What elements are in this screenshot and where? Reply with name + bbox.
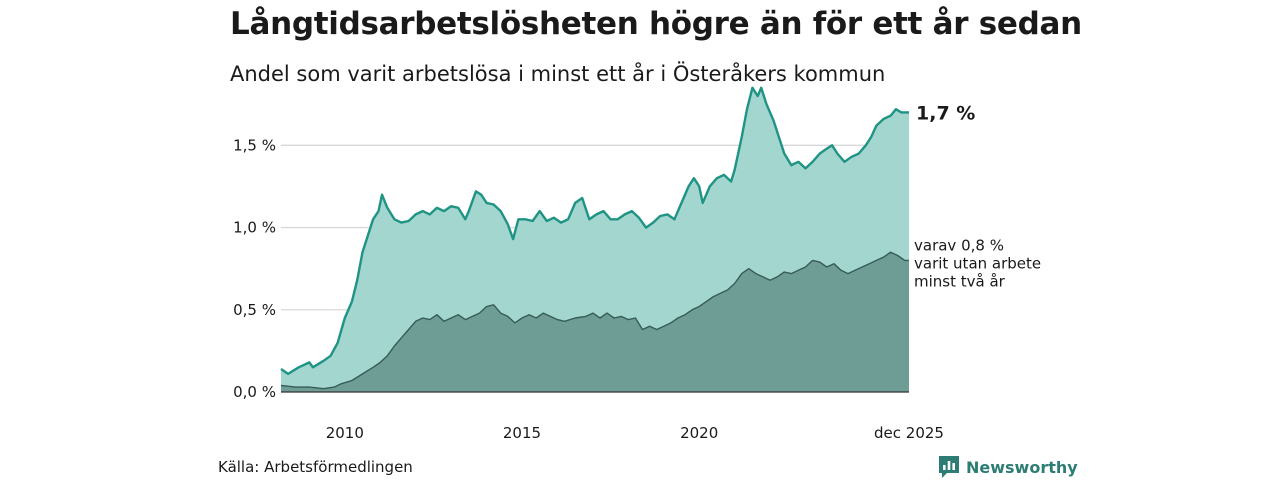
series-1-line: [280, 86, 909, 376]
series-2-area: [281, 252, 909, 392]
x-tick-label: 2015: [503, 424, 541, 442]
y-tick-label: 1,0 %: [233, 219, 276, 237]
x-tick-label: 2020: [680, 424, 718, 442]
chart-title: Långtidsarbetslösheten högre än för ett …: [230, 6, 1082, 42]
source-note: Källa: Arbetsförmedlingen: [218, 458, 413, 476]
chart-axes: 0,0 % 0,5 % 1,0 % 1,5 % 2010 2015 2020 dec 2025: [233, 136, 944, 442]
series-2-end-label: varav 0,8 %: [914, 236, 1004, 254]
brand-name: Newsworthy: [966, 457, 1078, 477]
series-1-end-label: 1,7 %: [916, 102, 975, 124]
brand-logo: Newsworthy: [938, 455, 1078, 479]
chart-subtitle: Andel som varit arbetslösa i minst ett å…: [230, 62, 886, 86]
y-tick-label: 1,5 %: [233, 136, 276, 154]
y-tick-label: 0,5 %: [233, 301, 276, 319]
x-tick-label: 2010: [326, 424, 364, 442]
series-2-end-label: minst två år: [914, 272, 1006, 290]
series-2-line: [280, 251, 909, 390]
newsworthy-chart-logo-icon: [939, 456, 959, 478]
x-tick-label: dec 2025: [874, 424, 944, 442]
chart-areas: [280, 86, 909, 393]
series-2-end-label: varit utan arbete: [914, 254, 1041, 272]
y-tick-label: 0,0 %: [233, 383, 276, 401]
